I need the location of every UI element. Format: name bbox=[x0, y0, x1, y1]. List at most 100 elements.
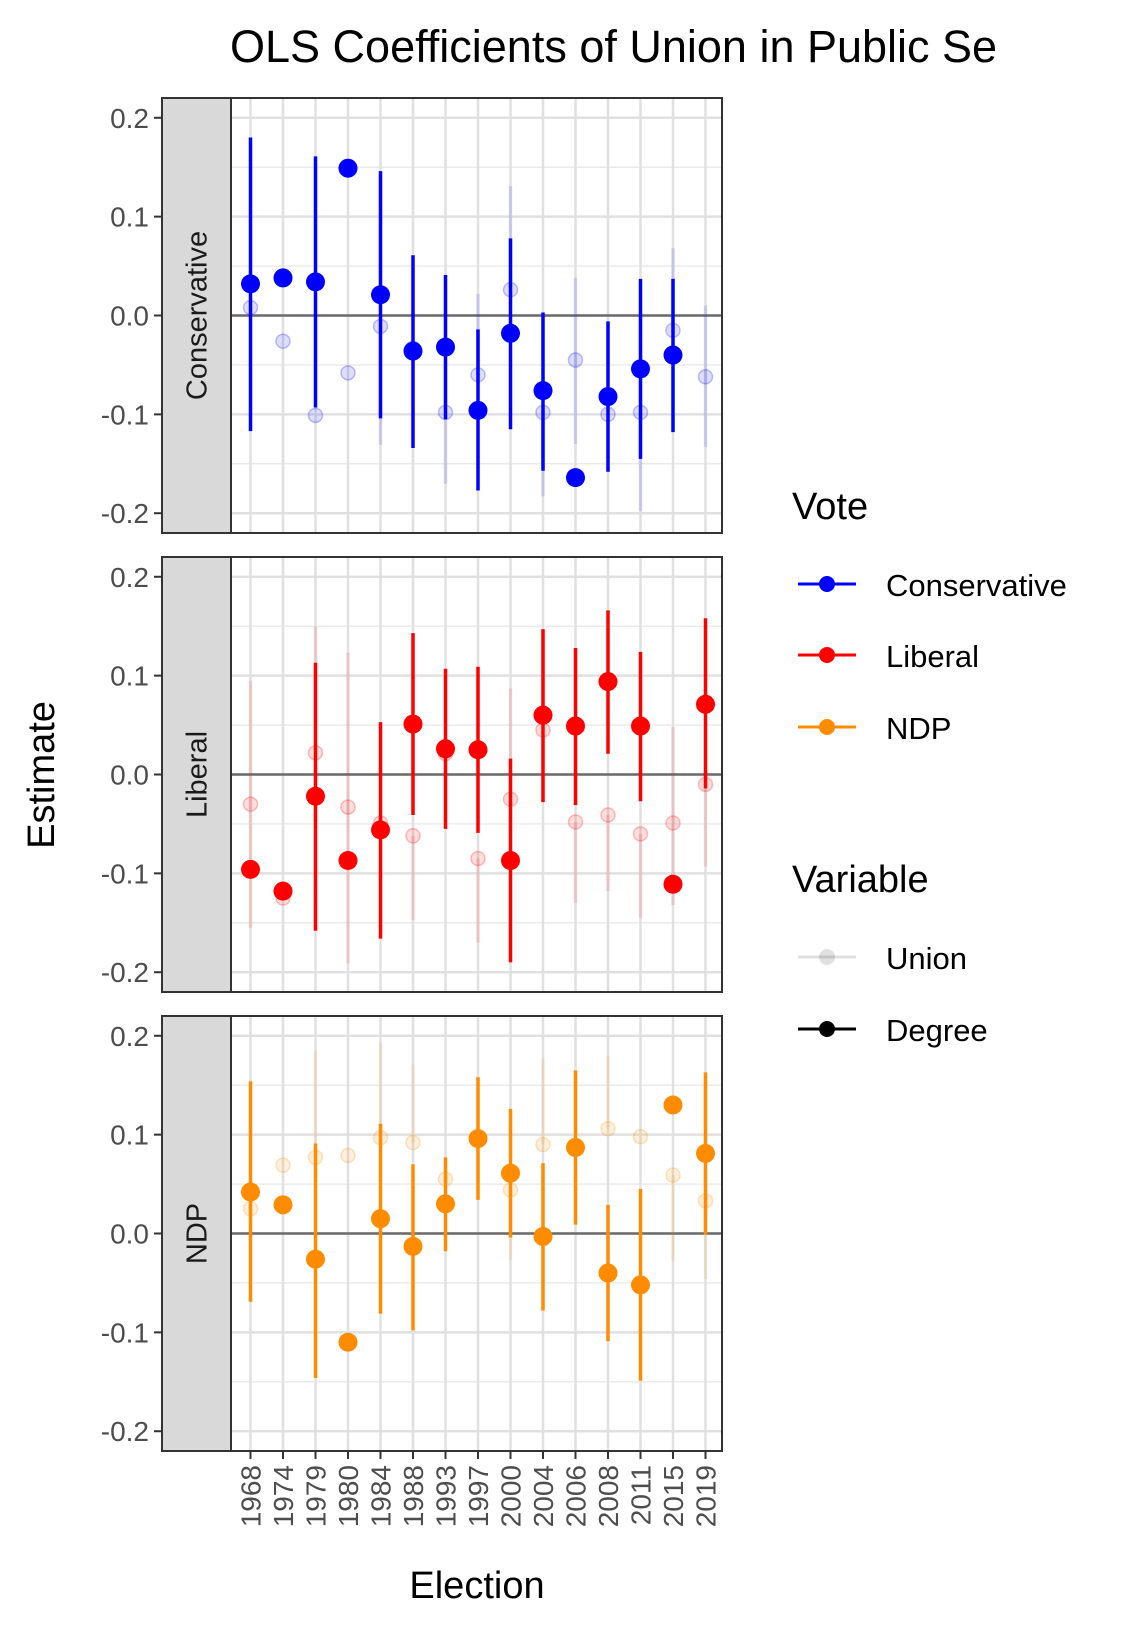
union-point bbox=[567, 352, 584, 368]
union-point bbox=[600, 807, 616, 823]
degree-point bbox=[436, 337, 455, 357]
legend-vote-entry: Liberal bbox=[798, 639, 979, 674]
degree-point bbox=[338, 1332, 358, 1352]
y-tick-label: -0.2 bbox=[101, 498, 149, 529]
x-tick-label: 1984 bbox=[366, 1465, 397, 1527]
degree-point bbox=[468, 740, 488, 760]
x-tick-label: 2011 bbox=[626, 1465, 657, 1525]
legend-variable-entry: Degree bbox=[798, 1013, 988, 1048]
legend-degree-label: Degree bbox=[886, 1013, 988, 1048]
degree-point bbox=[533, 705, 553, 725]
degree-point bbox=[241, 1182, 260, 1202]
degree-point bbox=[468, 400, 488, 420]
degree-point bbox=[631, 359, 650, 379]
facet-strip-label: Conservative bbox=[182, 231, 214, 400]
union-point bbox=[275, 1157, 291, 1174]
y-tick-label: 0.2 bbox=[110, 562, 149, 593]
x-tick-label: 1980 bbox=[333, 1465, 364, 1527]
legend-conservative-label: Conservative bbox=[886, 568, 1067, 603]
union-point bbox=[405, 828, 421, 844]
degree-point bbox=[403, 1236, 423, 1256]
y-tick-label: 0.2 bbox=[110, 103, 149, 134]
degree-point bbox=[566, 1137, 585, 1157]
legend-variable-entry: Union bbox=[798, 941, 967, 976]
legend-vote-title: Vote bbox=[792, 486, 868, 528]
facet-panel: Liberal 0.2 0.1 0.0 -0.1 -0.2 bbox=[101, 556, 723, 993]
chart-title: OLS Coefficients of Union in Public Se bbox=[230, 21, 997, 72]
union-point bbox=[340, 799, 356, 815]
x-tick-label: 2006 bbox=[561, 1465, 592, 1527]
union-point bbox=[307, 407, 324, 424]
legend-variable-title: Variable bbox=[792, 859, 929, 901]
y-tick-label: -0.1 bbox=[101, 858, 149, 889]
degree-point bbox=[306, 272, 325, 292]
x-tick-label: 2000 bbox=[496, 1465, 527, 1527]
degree-point bbox=[631, 1275, 650, 1295]
facet-strip bbox=[161, 1015, 232, 1452]
legend-union-point bbox=[819, 949, 835, 965]
y-tick-label: 0.0 bbox=[110, 1219, 149, 1250]
facet-strip-label: Liberal bbox=[182, 731, 214, 818]
union-point bbox=[632, 826, 649, 842]
degree-point bbox=[436, 739, 455, 759]
degree-point bbox=[371, 1209, 390, 1229]
degree-point bbox=[566, 716, 585, 736]
degree-point bbox=[631, 716, 650, 736]
facet-panel: Conservative 0.2 0.1 0.0 -0.1 -0.2 bbox=[101, 97, 723, 534]
y-tick-label: 0.2 bbox=[110, 1021, 149, 1052]
union-point bbox=[535, 1136, 551, 1153]
degree-point bbox=[273, 881, 293, 901]
legend-conservative-point bbox=[819, 576, 835, 592]
degree-point bbox=[241, 859, 260, 879]
union-point bbox=[405, 1134, 421, 1151]
x-axis-label: Election bbox=[409, 1565, 544, 1607]
legend-degree-point bbox=[819, 1021, 835, 1037]
panels-group: Conservative 0.2 0.1 0.0 -0.1 -0.2 Liberal 0.2 0… bbox=[101, 97, 723, 1452]
degree-point bbox=[468, 1129, 488, 1149]
degree-point bbox=[501, 851, 520, 871]
degree-point bbox=[338, 851, 358, 871]
degree-point bbox=[371, 820, 390, 840]
union-point bbox=[567, 814, 584, 830]
facet-strip-label: NDP bbox=[182, 1203, 214, 1264]
y-axis-label: Estimate bbox=[21, 701, 63, 849]
degree-point bbox=[533, 1226, 553, 1246]
y-tick-label: -0.1 bbox=[101, 399, 149, 430]
union-point bbox=[697, 369, 714, 385]
x-tick-label: 1979 bbox=[301, 1465, 332, 1527]
degree-point bbox=[501, 1163, 520, 1183]
union-point bbox=[470, 850, 486, 867]
legend-liberal-label: Liberal bbox=[886, 639, 979, 674]
degree-point bbox=[696, 1143, 715, 1163]
degree-point bbox=[533, 381, 553, 401]
x-tick-label: 1968 bbox=[236, 1465, 267, 1527]
union-point bbox=[242, 796, 259, 812]
y-tick-label: 0.1 bbox=[110, 202, 149, 233]
y-tick-label: 0.0 bbox=[110, 760, 149, 791]
y-tick-label: 0.1 bbox=[110, 1120, 149, 1151]
x-tick-label: 1997 bbox=[463, 1465, 494, 1527]
degree-point bbox=[403, 714, 423, 734]
degree-point bbox=[241, 274, 260, 294]
x-tick-label: 2015 bbox=[658, 1465, 689, 1527]
x-tick-label: 1974 bbox=[268, 1465, 299, 1527]
union-point bbox=[340, 365, 356, 381]
degree-point bbox=[598, 1263, 618, 1283]
degree-point bbox=[371, 285, 390, 305]
degree-point bbox=[306, 1249, 325, 1269]
degree-point bbox=[696, 694, 715, 714]
legend-vote-entry: NDP bbox=[798, 711, 951, 746]
union-point bbox=[275, 333, 291, 349]
legend-ndp-label: NDP bbox=[886, 711, 951, 746]
degree-point bbox=[598, 672, 618, 692]
union-point bbox=[600, 1120, 616, 1137]
x-tick-label: 2004 bbox=[528, 1465, 559, 1527]
x-tick-label: 2008 bbox=[593, 1465, 624, 1527]
degree-point bbox=[663, 1095, 683, 1115]
degree-point bbox=[306, 786, 325, 806]
y-tick-label: -0.2 bbox=[101, 957, 149, 988]
degree-point bbox=[501, 323, 520, 343]
x-ticks-group: 1968 1974 1979 1980 1984 1988 1993 1997 2000 2004… bbox=[236, 1451, 722, 1527]
union-point bbox=[340, 1147, 356, 1164]
